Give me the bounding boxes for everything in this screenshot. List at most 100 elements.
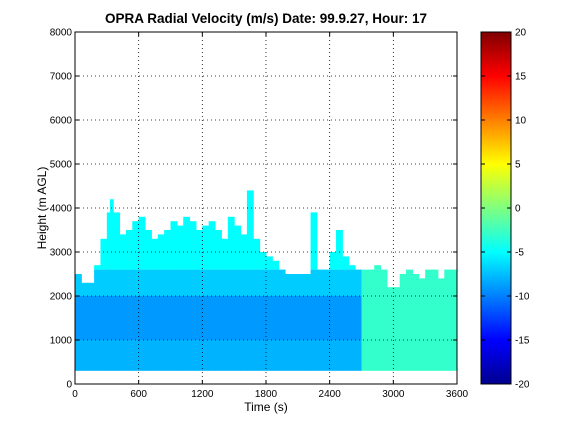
heatmap-cell (342, 256, 350, 270)
heatmap-cell (81, 296, 89, 340)
heatmap-cell (227, 269, 235, 296)
x-tick-label: 1200 (191, 389, 214, 400)
heatmap-cell (164, 230, 171, 270)
heatmap-cell (336, 296, 343, 340)
heatmap-cell (157, 296, 165, 340)
heatmap-cell (444, 269, 452, 296)
heatmap-cell (316, 296, 324, 340)
heatmap-cell (272, 260, 280, 270)
heatmap-cell (100, 296, 108, 340)
heatmap-cell (215, 296, 222, 340)
heatmap-cell (183, 296, 191, 340)
x-axis: 0 600 1200 1800 2400 3000 3600 (72, 32, 469, 400)
heatmap-cell (310, 296, 318, 340)
heatmap-cell (386, 296, 394, 340)
heatmap-cell (406, 296, 413, 340)
heatmap-cell (437, 296, 445, 340)
x-tick-label: 0 (72, 389, 78, 400)
heatmap-cell (202, 296, 210, 340)
heatmap-cell (253, 269, 261, 296)
heatmap-cell (259, 296, 267, 340)
heatmap-cell (348, 340, 356, 371)
heatmap-cell (125, 269, 133, 296)
heatmap-cell (125, 296, 133, 340)
colorbar (480, 31, 512, 385)
x-axis-label: Time (s) (244, 400, 288, 414)
heatmap-cell (100, 340, 108, 371)
heatmap-cell (425, 296, 433, 340)
heatmap-cell (132, 296, 140, 340)
heatmap-cell (374, 265, 382, 270)
heatmap-cell (234, 225, 242, 270)
heatmap-cell (234, 269, 242, 296)
heatmap-cell (119, 296, 127, 340)
heatmap-cell (145, 269, 152, 296)
heatmap-cell (285, 296, 292, 340)
heatmap-cell (285, 340, 292, 371)
heatmap-cell (336, 340, 343, 371)
heatmap-cell (259, 252, 267, 270)
heatmap-cell (431, 340, 439, 371)
heatmap-cell (329, 269, 337, 296)
heatmap-cell (323, 340, 331, 371)
heatmap-cell (227, 296, 235, 340)
heatmap-cell (176, 225, 184, 270)
heatmap-cell (316, 340, 324, 371)
heatmap-cell (234, 340, 242, 371)
heatmap-cell (94, 265, 101, 270)
heatmap-cell (412, 296, 420, 340)
heatmap-cell (208, 340, 216, 371)
heatmap-cell (170, 269, 178, 296)
heatmap-cell (189, 296, 197, 340)
heatmap-cell (81, 282, 89, 296)
heatmap-cell (221, 296, 229, 340)
heatmap-cell (386, 287, 394, 296)
heatmap-cell (227, 216, 235, 270)
heatmap-cell (113, 269, 121, 296)
heatmap-cell (266, 340, 273, 371)
heatmap-cell (100, 269, 108, 296)
heatmap-cell (323, 269, 331, 296)
heatmap-cell (189, 221, 197, 270)
heatmap-cell (361, 296, 369, 340)
heatmap-cell (336, 230, 343, 270)
colorbar-axis: -20 -15 -10 -5 0 5 10 15 20 (481, 28, 530, 391)
heatmap-cell (393, 296, 401, 340)
x-tick-label: 600 (130, 389, 147, 400)
heatmap-cell (342, 340, 350, 371)
heatmap-cell (189, 269, 197, 296)
heatmap-cell (399, 296, 407, 340)
heatmap-cell (329, 340, 337, 371)
heatmap-cell (329, 296, 337, 340)
y-tick-label: 4000 (50, 204, 73, 215)
heatmap-cell (113, 212, 121, 270)
heatmap-cell (110, 269, 114, 296)
heatmap-cell (195, 296, 203, 340)
heatmap-cell (355, 296, 362, 340)
heatmap-cell (208, 269, 216, 296)
heatmap-cell (138, 216, 146, 270)
heatmap-cell (399, 340, 407, 371)
heatmap-cell (151, 340, 159, 371)
heatmap-cell (291, 296, 299, 340)
y-tick-label: 0 (66, 380, 72, 391)
heatmap-cell (266, 296, 273, 340)
heatmap-cell (361, 340, 369, 371)
x-tick-label: 1800 (255, 389, 278, 400)
heatmap-cell (87, 282, 95, 296)
x-tick-label: 3600 (446, 389, 469, 400)
heatmap-cell (348, 265, 356, 270)
heatmap-cell (138, 269, 146, 296)
heatmap-cell (297, 340, 305, 371)
heatmap-cell (291, 274, 299, 296)
x-tick-label: 3000 (382, 389, 405, 400)
heatmap-cell (151, 238, 159, 270)
heatmap-cell (110, 199, 114, 270)
heatmap-cell (406, 340, 413, 371)
heatmap-cell (450, 296, 457, 340)
heatmap-cell (202, 225, 210, 270)
heatmap-cell (132, 340, 140, 371)
y-tick-label: 6000 (50, 116, 73, 127)
heatmap-cell (189, 340, 197, 371)
